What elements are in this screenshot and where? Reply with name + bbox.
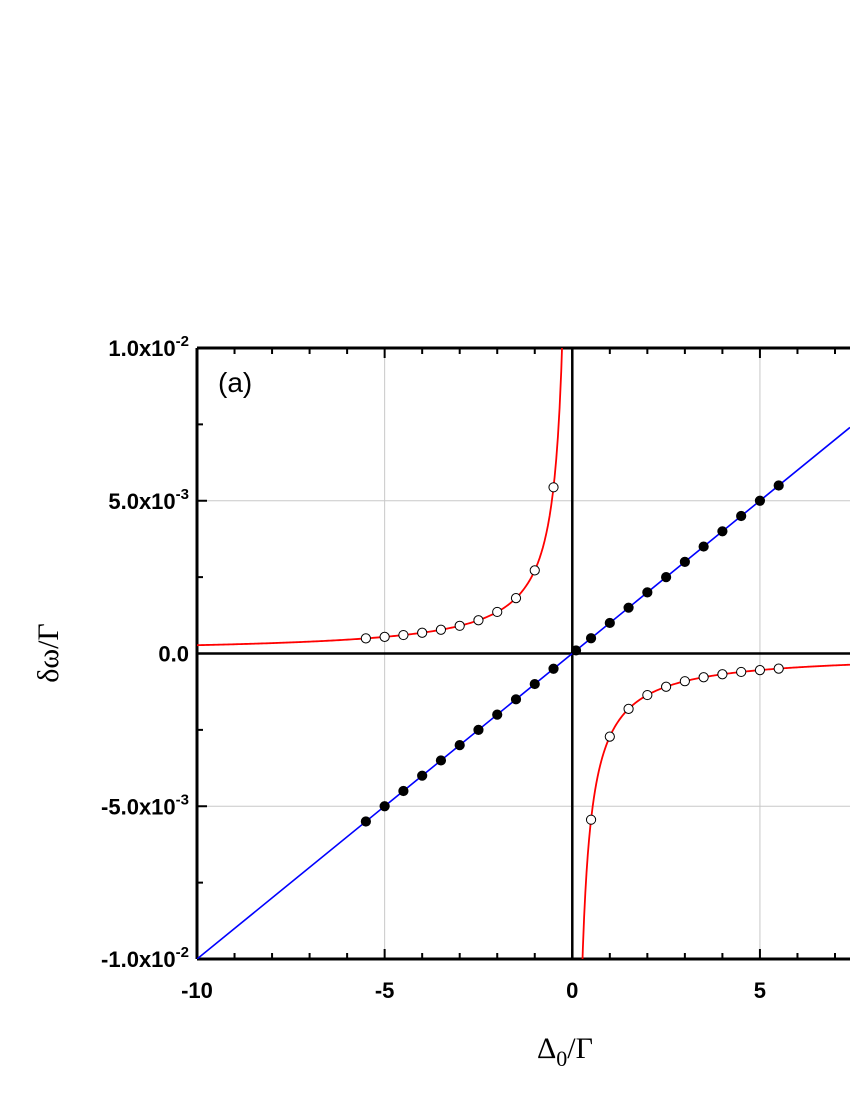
filled-marker <box>548 663 559 674</box>
open-marker <box>661 681 672 692</box>
open-marker <box>623 703 634 714</box>
open-marker <box>379 631 390 642</box>
filled-marker <box>585 633 597 644</box>
open-marker <box>529 565 540 576</box>
filled-marker <box>473 724 484 735</box>
open-marker <box>604 731 615 742</box>
open-marker <box>360 633 371 644</box>
y-axis-title: δω/Γ <box>32 623 65 683</box>
y-tick-label-mantissa: 5.0x10 <box>108 489 175 514</box>
x-tick-label: -10 <box>181 978 213 1003</box>
open-marker <box>510 593 522 604</box>
tick-marks <box>196 347 836 960</box>
panel-label: (a) <box>218 367 252 398</box>
open-marker <box>679 676 690 687</box>
open-marker <box>717 669 728 680</box>
zero-lines <box>197 348 850 959</box>
filled-marker <box>642 587 653 598</box>
open-marker <box>548 482 559 493</box>
filled-marker <box>417 770 428 781</box>
x-tick-label: 5 <box>754 978 766 1003</box>
filled-marker <box>661 572 672 583</box>
y-tick-label-mantissa: -1.0x10 <box>101 947 176 972</box>
filled-marker <box>360 816 371 827</box>
filled-marker <box>510 694 522 705</box>
open-marker <box>698 672 709 683</box>
x-axis-title: Δ0/Γ <box>537 1032 593 1071</box>
filled-marker <box>754 495 766 506</box>
filled-marker <box>492 709 503 720</box>
open-marker <box>417 627 428 638</box>
y-tick-label-exponent: -3 <box>176 486 189 503</box>
filled-marker <box>623 602 634 613</box>
x-axis-title-main: Δ <box>537 1032 556 1065</box>
x-axis-title-rest: /Γ <box>567 1032 593 1065</box>
open-marker <box>773 663 784 674</box>
y-tick-label: -5.0x10-3 <box>101 791 189 819</box>
filled-marker <box>698 541 709 552</box>
y-tick-label-exponent: -3 <box>176 791 189 808</box>
y-tick-label-mantissa: 1.0x10 <box>108 336 175 361</box>
filled-marker <box>679 556 690 567</box>
filled-marker <box>435 755 447 766</box>
filled-marker <box>529 678 540 690</box>
open-marker <box>736 666 747 678</box>
open-marker <box>492 606 503 618</box>
y-tick-label: 0.0 <box>158 642 189 667</box>
y-tick-label-exponent: -2 <box>176 333 189 350</box>
series-layer <box>197 348 850 959</box>
x-tick-label: 0 <box>566 978 578 1003</box>
open-marker <box>435 624 447 635</box>
filled-marker <box>604 617 615 629</box>
filled-marker <box>398 785 409 797</box>
open-marker <box>754 665 766 676</box>
open-marker <box>454 620 465 631</box>
y-tick-label: -1.0x10-2 <box>101 944 189 972</box>
filled-marker <box>454 740 465 751</box>
filled-marker <box>773 480 784 491</box>
filled-marker <box>717 526 728 537</box>
tick-labels: -10 -5 0 51.0x10-25.0x10-30.0-5.0x10-3-1.0x… <box>101 333 766 1003</box>
open-marker <box>473 615 484 626</box>
open-marker <box>398 629 409 641</box>
x-tick-label: -5 <box>375 978 395 1003</box>
filled-marker <box>736 510 747 522</box>
x-axis-title-sub: 0 <box>556 1046 567 1071</box>
y-tick-label-mantissa: 0.0 <box>158 642 189 667</box>
open-marker <box>642 689 653 701</box>
linear-fit-line <box>197 426 850 959</box>
y-tick-label-mantissa: -5.0x10 <box>101 794 176 819</box>
y-tick-label: 5.0x10-3 <box>108 486 189 514</box>
open-marker <box>585 814 597 825</box>
filled-marker <box>570 645 582 656</box>
y-tick-label-exponent: -2 <box>176 944 189 961</box>
hyperbola-right-branch <box>581 663 850 959</box>
y-tick-label: 1.0x10-2 <box>108 333 189 361</box>
filled-marker <box>379 801 390 812</box>
